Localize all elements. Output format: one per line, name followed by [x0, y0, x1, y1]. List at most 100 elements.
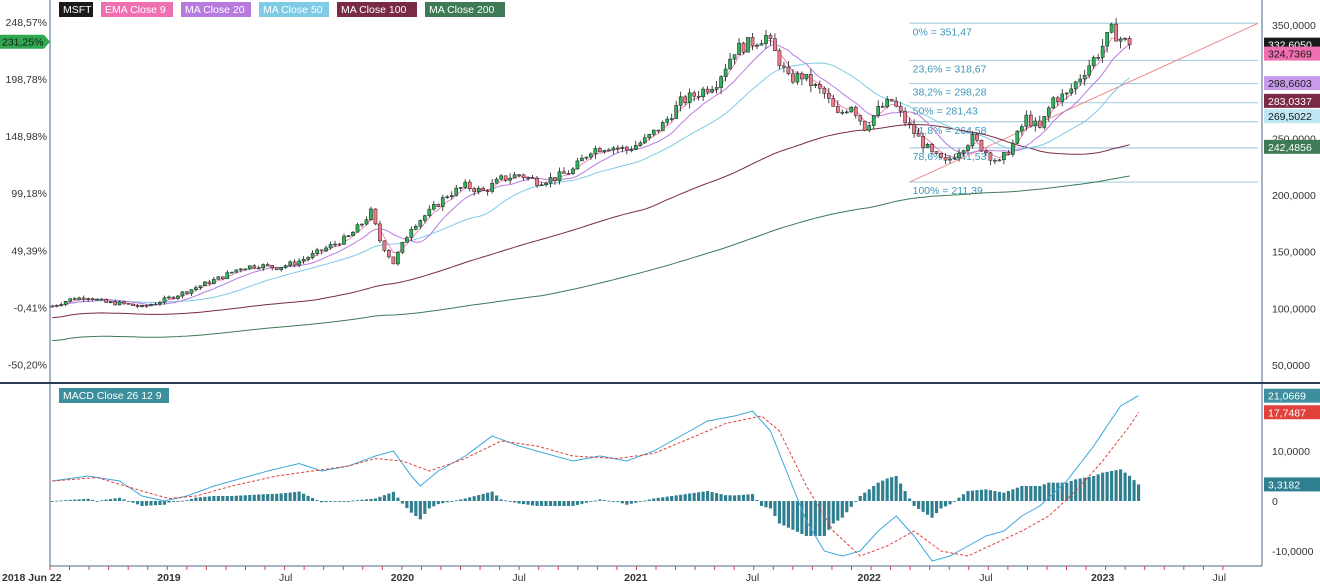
candle [360, 223, 364, 228]
candle [499, 174, 503, 181]
histogram-bar [436, 501, 440, 505]
histogram-bar [68, 499, 72, 501]
candle [1015, 130, 1020, 145]
candle [373, 208, 378, 226]
candle [445, 195, 450, 199]
candle [710, 85, 714, 94]
candle [301, 256, 306, 264]
candle [77, 296, 81, 301]
histogram-bar [710, 492, 714, 501]
candle [405, 236, 409, 243]
macd-badge-label: 21,0669 [1268, 391, 1306, 403]
candle [737, 38, 741, 55]
macd-panel [50, 395, 1141, 562]
candle [939, 152, 943, 159]
ma-100-line [52, 123, 1130, 319]
histogram-bar [768, 501, 773, 509]
candle [198, 285, 203, 290]
histogram-bar [135, 501, 140, 505]
candle [1042, 116, 1047, 130]
histogram-bar [459, 499, 463, 501]
candle [189, 289, 194, 296]
histogram-bar [463, 498, 467, 501]
histogram-bar [82, 499, 86, 501]
candle [409, 226, 414, 241]
candle [862, 120, 867, 132]
candle [782, 61, 786, 73]
histogram-bar [890, 477, 894, 501]
candle [988, 151, 993, 166]
candle [678, 91, 683, 112]
histogram-bar [795, 501, 799, 532]
histogram-bar [899, 483, 903, 501]
histogram-bar [692, 492, 696, 501]
candle [885, 95, 889, 109]
candle [436, 203, 441, 208]
candle [270, 264, 275, 271]
histogram-bar [728, 495, 732, 501]
candle [629, 146, 634, 153]
histogram-bar [126, 501, 131, 502]
candle [530, 174, 535, 179]
time-axis-label: 2021 [624, 572, 648, 584]
candle [701, 86, 705, 101]
price-panel: 0% = 351,47 23,6% = 318,67 38,2% = 298,28 5… [50, 17, 1259, 342]
candle [387, 249, 391, 259]
macd-legend-chip[interactable]: MACD Close 26 12 9 [59, 388, 169, 403]
histogram-bar [427, 501, 431, 509]
legend-chip[interactable]: MSFT [59, 2, 93, 17]
candle [476, 185, 481, 195]
histogram-bar [975, 490, 979, 501]
candle [503, 175, 508, 182]
candle [934, 150, 939, 155]
candle [975, 132, 979, 142]
histogram-bar [894, 476, 898, 501]
histogram-bar [1060, 482, 1064, 501]
histogram-bar [580, 501, 584, 504]
candle [764, 29, 768, 49]
candle [1037, 115, 1042, 129]
candle [216, 276, 221, 280]
legend-chip[interactable]: MA Close 200 [425, 2, 505, 17]
histogram-bar [943, 501, 948, 507]
price-badge [1264, 46, 1320, 61]
histogram-bar [517, 501, 521, 504]
histogram-bar [571, 501, 575, 506]
macd-axis-label: -10,0000 [1272, 546, 1314, 558]
histogram-bar [77, 499, 81, 501]
candle [229, 271, 234, 274]
candle [705, 86, 710, 95]
histogram-bar [1056, 482, 1060, 501]
histogram-bar [1042, 484, 1046, 501]
ma-200-line [52, 175, 1130, 342]
histogram-bar [472, 496, 476, 501]
legend-chip[interactable]: MA Close 50 [259, 2, 329, 17]
fib-label: 38,2% = 298,28 [913, 87, 987, 99]
candle [916, 128, 921, 137]
histogram-bar [1083, 477, 1087, 501]
candle [292, 259, 297, 268]
histogram-bar [284, 492, 288, 501]
candle [180, 291, 185, 299]
candle [131, 303, 135, 306]
candle [719, 75, 723, 95]
candle [283, 264, 288, 270]
candle [310, 250, 315, 260]
candles [50, 17, 1132, 309]
histogram-bar [140, 501, 144, 506]
histogram-bar [535, 501, 539, 506]
legend-chip[interactable]: EMA Close 9 [101, 2, 173, 17]
legend-chip[interactable]: MA Close 100 [337, 2, 417, 17]
candle [158, 300, 162, 307]
candle [247, 265, 252, 271]
candle [149, 303, 153, 307]
percent-badge [0, 34, 50, 49]
candle [346, 235, 351, 238]
histogram-bar [997, 491, 1001, 501]
histogram-bar [346, 501, 351, 502]
ma-20-line [52, 44, 1130, 307]
legend-chip[interactable]: MA Close 20 [181, 2, 251, 17]
histogram-bar [979, 489, 984, 501]
histogram-bar [306, 495, 310, 501]
histogram-bar [530, 501, 535, 506]
